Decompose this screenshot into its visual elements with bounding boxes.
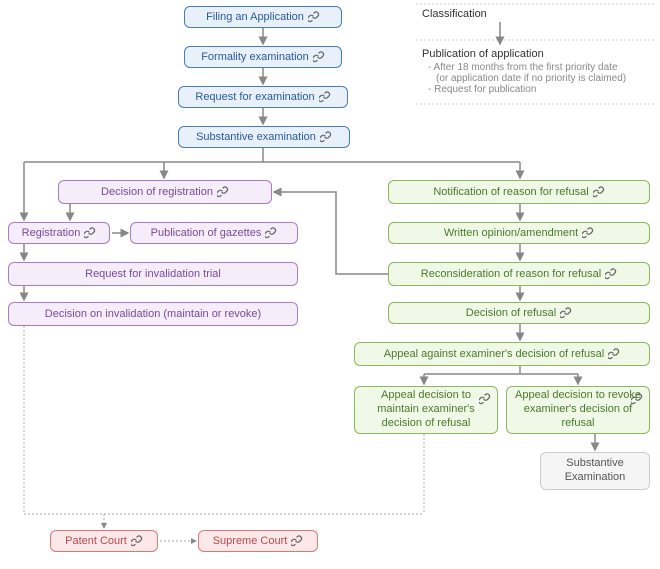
node-sub_exam_2: Substantive Examination [540,452,650,490]
link-icon [265,227,277,239]
link-icon [308,11,320,23]
node-label: Decision on invalidation (maintain or re… [45,308,261,320]
node-label: Appeal decision to maintain examiner's d… [363,389,489,430]
publication-sub3: - Request for publication [422,84,626,95]
node-notif_refusal[interactable]: Notification of reason for refusal [388,180,650,204]
node-label: Substantive Examination [549,457,641,485]
node-supreme_court[interactable]: Supreme Court [198,530,318,552]
classification-info: Classification [422,8,487,22]
node-label: Decision of registration [101,186,213,198]
link-icon [84,227,96,239]
node-registration[interactable]: Registration [8,222,110,244]
node-label: Request for examination [195,91,314,103]
publication-sub1: - After 18 months from the first priorit… [422,62,626,73]
node-label: Reconsideration of reason for refusal [421,268,601,280]
node-label: Formality examination [201,51,309,63]
node-decision_refusal[interactable]: Decision of refusal [388,302,650,324]
node-appeal_maintain[interactable]: Appeal decision to maintain examiner's d… [354,386,498,434]
node-label: Supreme Court [213,535,288,547]
link-icon [217,186,229,198]
node-reconsideration[interactable]: Reconsideration of reason for refusal [388,262,650,286]
node-label: Filing an Application [206,11,304,23]
publication-info: Publication of application - After 18 mo… [422,48,626,95]
link-icon [631,393,643,405]
link-icon [560,307,572,319]
node-formality[interactable]: Formality examination [184,46,342,68]
node-decision_invalid: Decision on invalidation (maintain or re… [8,302,298,326]
link-icon [313,51,325,63]
publication-sub2: (or application date if no priority is c… [422,73,626,84]
node-label: Publication of gazettes [151,227,262,239]
node-substantive[interactable]: Substantive examination [178,126,350,148]
node-patent_court[interactable]: Patent Court [50,530,158,552]
node-label: Appeal against examiner's decision of re… [384,348,604,360]
link-icon [131,535,143,547]
link-icon [320,131,332,143]
node-appeal_against[interactable]: Appeal against examiner's decision of re… [354,342,650,366]
node-label: Patent Court [65,535,127,547]
node-label: Request for invalidation trial [85,268,221,280]
node-label: Notification of reason for refusal [433,186,588,198]
node-label: Appeal decision to revoke examiner's dec… [515,389,641,430]
node-label: Registration [22,227,81,239]
node-decision_reg[interactable]: Decision of registration [58,180,272,204]
classification-label: Classification [422,8,487,20]
link-icon [582,227,594,239]
node-written_opinion[interactable]: Written opinion/amendment [388,222,650,244]
node-request_exam[interactable]: Request for examination [178,86,348,108]
link-icon [319,91,331,103]
node-filing[interactable]: Filing an Application [184,6,342,28]
node-label: Decision of refusal [466,307,557,319]
link-icon [291,535,303,547]
node-label: Written opinion/amendment [444,227,578,239]
link-icon [608,348,620,360]
link-icon [479,393,491,405]
publication-title: Publication of application [422,48,626,60]
node-pub_gazettes[interactable]: Publication of gazettes [130,222,298,244]
node-req_invalid: Request for invalidation trial [8,262,298,286]
link-icon [605,268,617,280]
link-icon [593,186,605,198]
node-appeal_revoke[interactable]: Appeal decision to revoke examiner's dec… [506,386,650,434]
node-label: Substantive examination [196,131,316,143]
